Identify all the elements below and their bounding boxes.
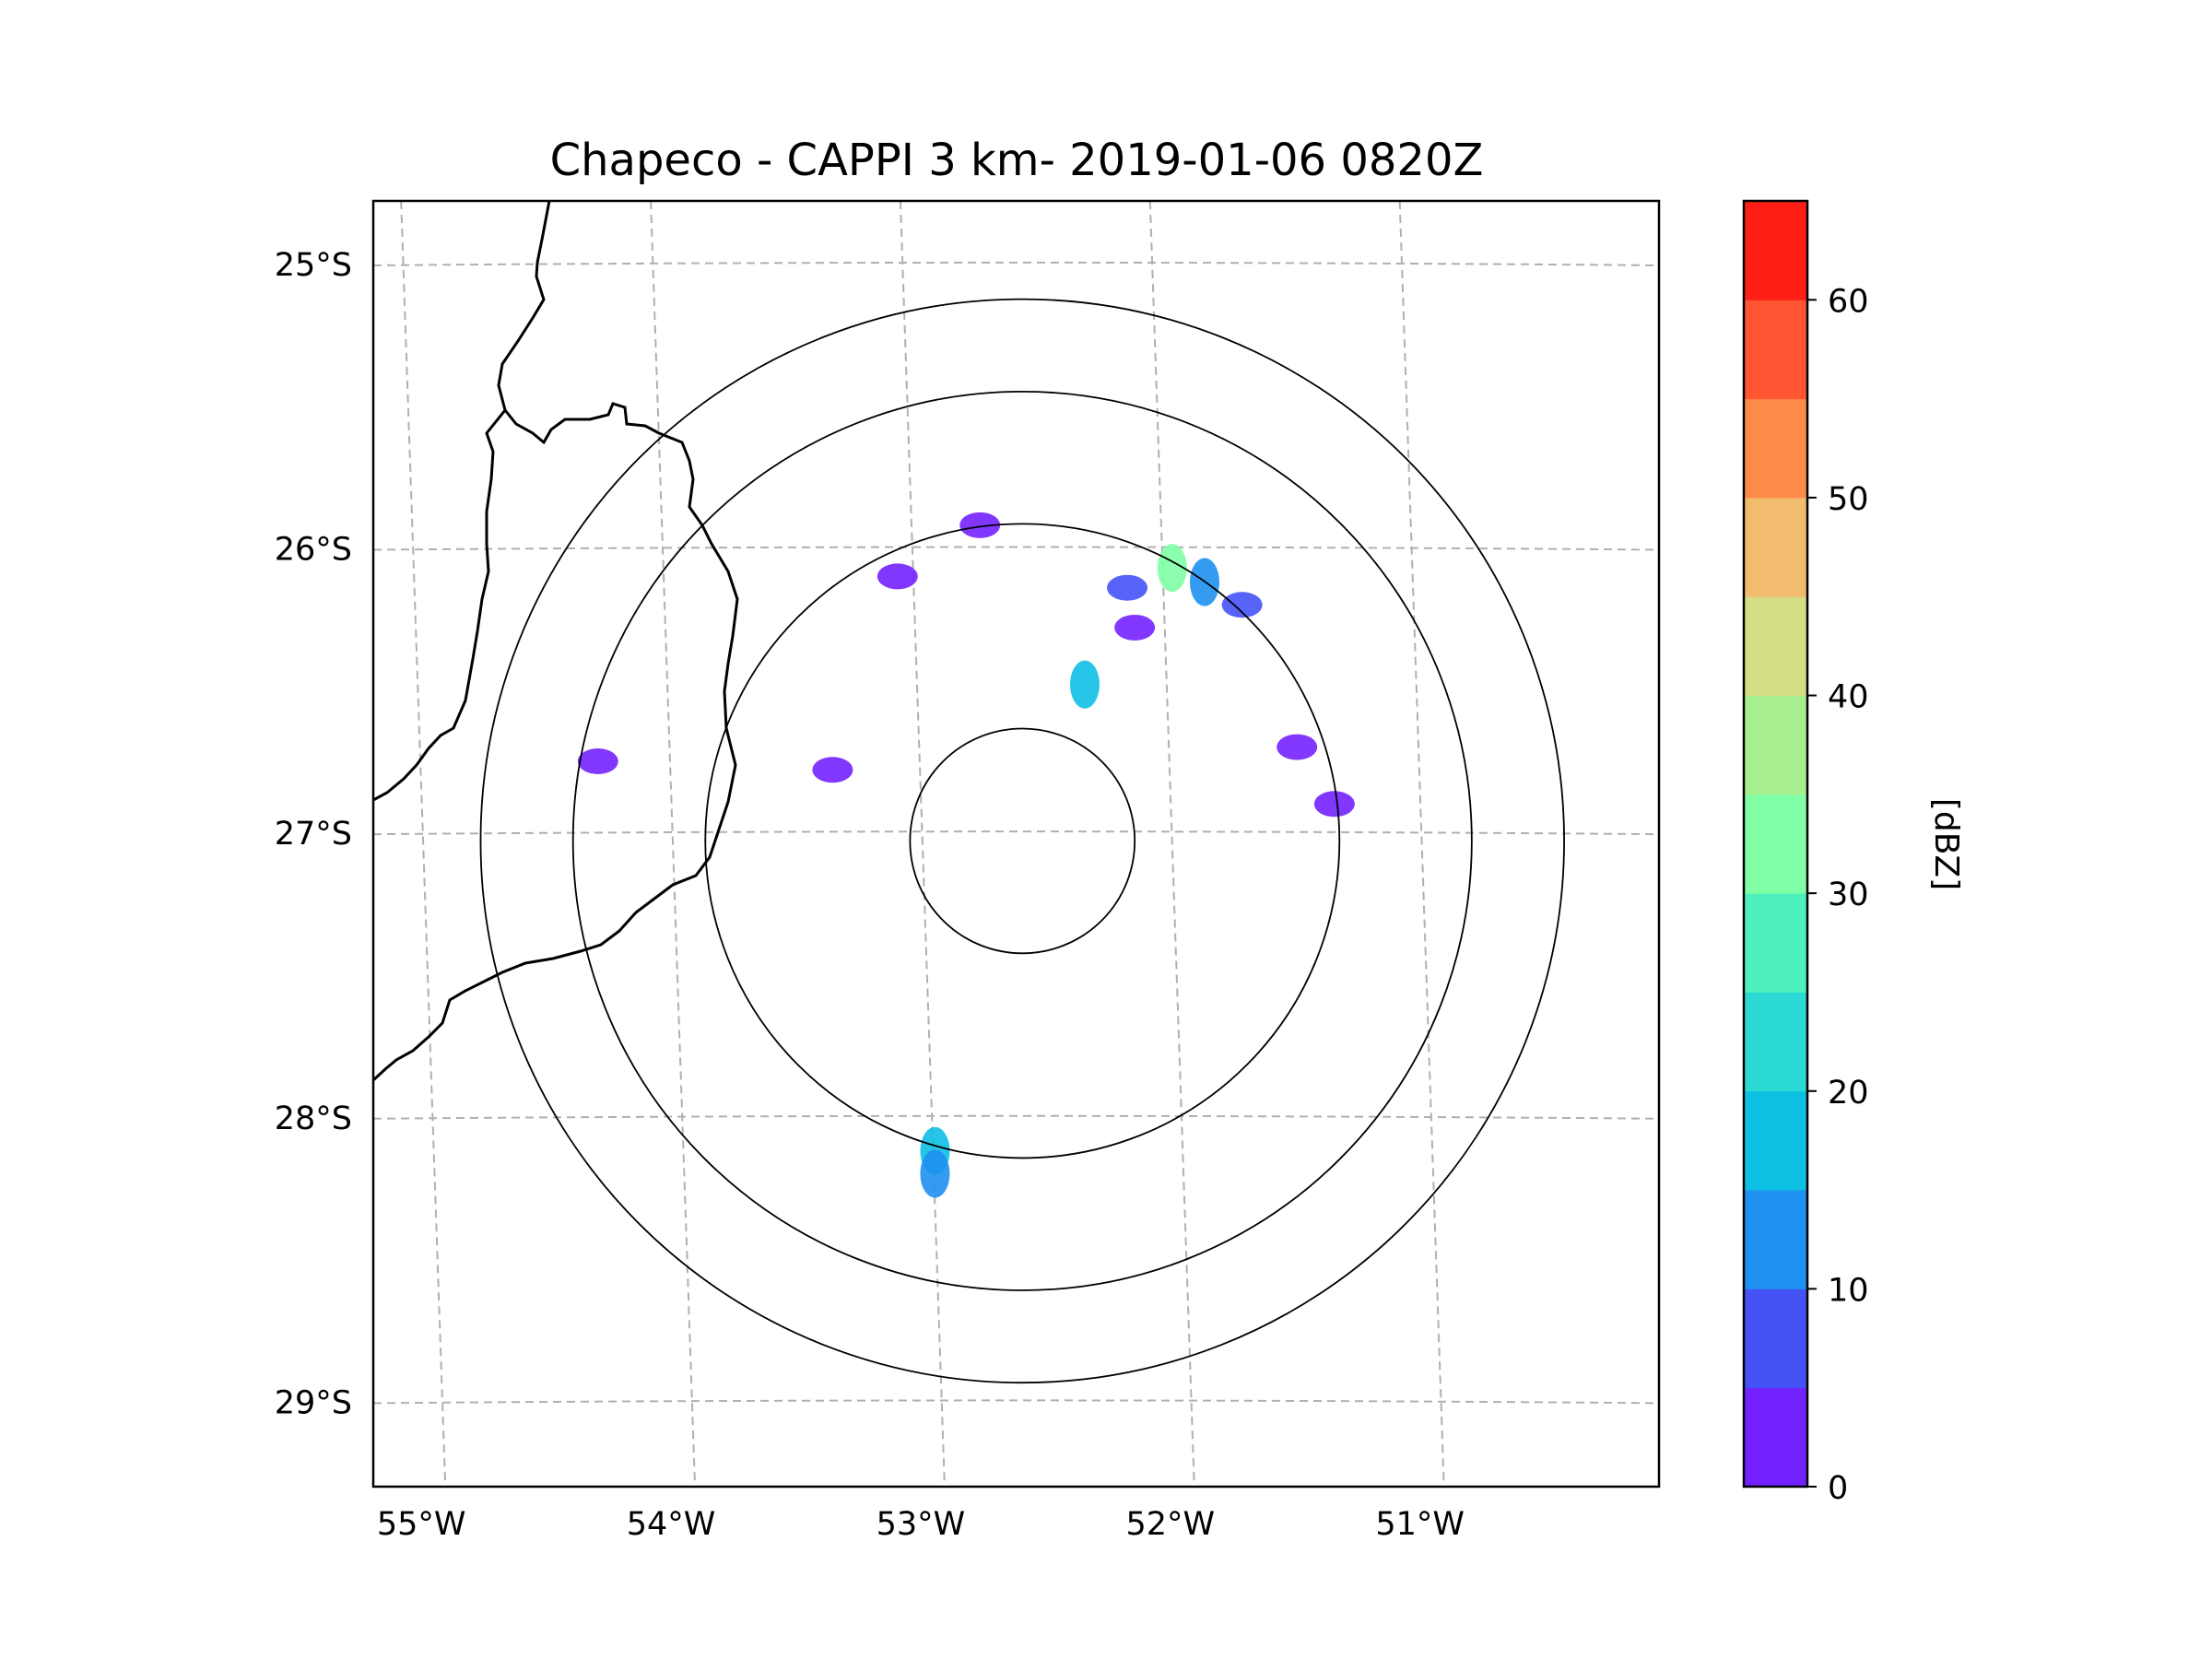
colorbar-swatch bbox=[1744, 893, 1807, 993]
range-ring bbox=[704, 523, 1341, 1159]
colorbar-swatch bbox=[1744, 497, 1807, 597]
border-misiones bbox=[373, 402, 739, 1082]
lat-gridline bbox=[373, 1399, 1659, 1405]
colorbar-swatch bbox=[1744, 1190, 1807, 1289]
colorbar-tick-label: 60 bbox=[1828, 283, 1869, 320]
lat-gridline bbox=[373, 261, 1659, 266]
lat-tick-label: 28°S bbox=[275, 1100, 352, 1137]
colorbar-tick-label: 20 bbox=[1828, 1075, 1869, 1112]
colorbar-frame bbox=[1742, 199, 1809, 1488]
echo-cell bbox=[920, 1149, 950, 1198]
colorbar-swatch bbox=[1744, 794, 1807, 894]
colorbar-swatch bbox=[1744, 1288, 1807, 1389]
figure-title: Chapeco - CAPPI 3 km- 2019-01-06 0820Z bbox=[550, 135, 1484, 186]
colorbar-swatch bbox=[1744, 201, 1807, 300]
lon-gridline bbox=[1148, 201, 1195, 1487]
map-area bbox=[371, 199, 1661, 1488]
lon-tick-label: 55°W bbox=[377, 1506, 466, 1543]
lon-gridline bbox=[400, 201, 447, 1487]
lat-gridline bbox=[373, 830, 1659, 836]
lon-gridline bbox=[1398, 201, 1445, 1487]
colorbar-swatch bbox=[1744, 596, 1807, 697]
lon-tick-label: 54°W bbox=[627, 1506, 716, 1543]
lat-tick-label: 26°S bbox=[275, 532, 352, 569]
lat-tick-label: 29°S bbox=[275, 1384, 352, 1421]
range-ring bbox=[479, 298, 1565, 1384]
echo-cell bbox=[959, 512, 1001, 538]
lat-tick-label: 27°S bbox=[275, 816, 352, 853]
colorbar-swatch bbox=[1744, 1387, 1807, 1488]
range-ring bbox=[909, 727, 1136, 955]
colorbar-swatches bbox=[1744, 201, 1807, 1488]
echo-cell bbox=[1107, 574, 1148, 601]
echo-cell bbox=[1277, 734, 1318, 760]
colorbar-swatch bbox=[1744, 695, 1807, 795]
lon-gridline bbox=[650, 201, 697, 1487]
lat-gridline bbox=[373, 546, 1659, 551]
colorbar: 0 10 20 30 40 50 60 [dBZ] bbox=[1742, 199, 1965, 1507]
longitude-axis: 55°W 54°W 53°W 52°W 51°W bbox=[377, 1506, 1465, 1543]
echo-cell bbox=[1221, 592, 1263, 618]
echo-cell bbox=[1069, 660, 1100, 709]
colorbar-ticks: 0 10 20 30 40 50 60 bbox=[1807, 283, 1869, 1507]
colorbar-swatch bbox=[1744, 398, 1807, 499]
colorbar-tick-label: 30 bbox=[1828, 877, 1869, 913]
range-ring bbox=[571, 390, 1473, 1291]
echo-cell bbox=[577, 747, 618, 774]
lon-gridline bbox=[899, 201, 946, 1487]
colorbar-swatch bbox=[1744, 992, 1807, 1092]
lon-tick-label: 51°W bbox=[1375, 1506, 1465, 1543]
state-borders bbox=[373, 201, 739, 1082]
colorbar-label: [dBZ] bbox=[1927, 798, 1965, 890]
colorbar-tick-label: 10 bbox=[1828, 1272, 1869, 1309]
echo-cell bbox=[1313, 791, 1355, 818]
gridlines bbox=[373, 201, 1659, 1487]
echo-cell bbox=[1114, 614, 1156, 641]
lat-gridline bbox=[373, 1114, 1659, 1120]
map-background bbox=[373, 201, 1659, 1487]
border-paraguay-argentina bbox=[373, 201, 551, 802]
colorbar-swatch bbox=[1744, 1090, 1807, 1191]
echo-cell bbox=[1157, 544, 1187, 593]
colorbar-swatch bbox=[1744, 300, 1807, 400]
lon-tick-label: 53°W bbox=[877, 1506, 966, 1543]
colorbar-tick-label: 40 bbox=[1828, 679, 1869, 716]
echo-cell bbox=[812, 757, 853, 783]
colorbar-tick-label: 0 bbox=[1828, 1470, 1848, 1507]
latitude-axis: 25°S 26°S 27°S 28°S 29°S bbox=[275, 247, 352, 1422]
map-frame bbox=[371, 199, 1661, 1488]
echo-cell bbox=[877, 563, 918, 590]
lon-tick-label: 52°W bbox=[1125, 1506, 1215, 1543]
lat-tick-label: 25°S bbox=[275, 247, 352, 284]
colorbar-tick-label: 50 bbox=[1828, 481, 1869, 518]
range-rings bbox=[479, 298, 1565, 1384]
